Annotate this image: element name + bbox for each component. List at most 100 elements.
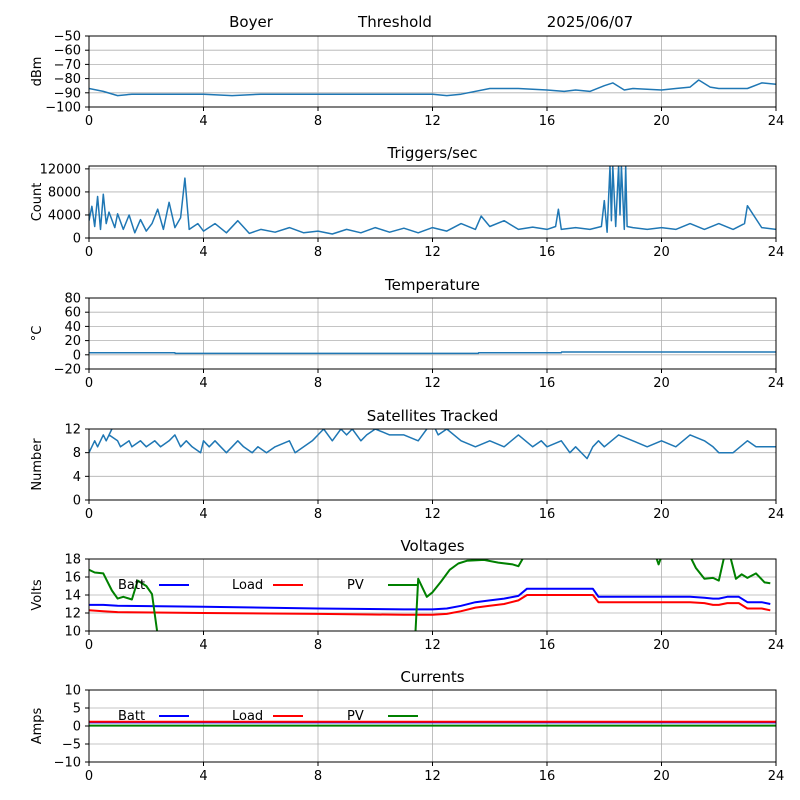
x-tick-label: 0	[85, 376, 93, 391]
series-line-batt	[89, 587, 771, 611]
legend-label-batt: Batt	[118, 709, 145, 724]
y-tick-label: 0	[73, 232, 81, 247]
x-tick-label: 20	[653, 376, 670, 391]
header-mode: Threshold	[357, 13, 432, 31]
series-group	[89, 79, 776, 97]
y-tick-label: 4000	[48, 208, 81, 223]
x-tick-label: 4	[199, 769, 207, 784]
chart-panel-triggers: 0 4 8 12 16 20 24 0 4000 8000 12000 Triggers/sec Cou…	[30, 144, 784, 260]
legend-label-pv: PV	[347, 709, 364, 724]
chart-panel-dbm: 0 4 8 12 16 20 24 −100−90−80−70−60−50 dBm	[30, 30, 784, 130]
x-tick-label: 24	[768, 769, 785, 784]
y-tick-label: 18	[64, 553, 81, 568]
y-tick-label: 0	[73, 494, 81, 509]
header-station: Boyer	[229, 13, 274, 31]
series-group	[89, 166, 776, 235]
y-tick-label: 40	[64, 320, 81, 335]
legend-label-pv: PV	[347, 578, 364, 593]
y-axis-label: Number	[30, 438, 45, 491]
chart-panel-satellites: 0 4 8 12 16 20 24 0 4 8 12 Satellites Tracked Number	[30, 407, 784, 522]
x-tick-label: 20	[653, 245, 670, 260]
x-tick-label: 0	[85, 507, 93, 522]
series-group	[89, 429, 776, 460]
x-tick-label: 16	[539, 507, 556, 522]
y-tick-label: 8	[73, 446, 81, 461]
y-axis-label: Volts	[30, 579, 45, 611]
x-tick-label: 8	[314, 638, 322, 653]
legend-label-batt: Batt	[118, 578, 145, 593]
x-tick-label: 4	[199, 376, 207, 391]
series-line	[89, 79, 776, 97]
x-tick-label: 0	[85, 245, 93, 260]
series-line-pv	[89, 559, 771, 631]
x-tick-label: 12	[424, 114, 441, 129]
y-axis-label: Count	[30, 183, 45, 222]
y-tick-label: 14	[64, 589, 81, 604]
y-tick-label: −50	[54, 30, 81, 45]
x-tick-label: 20	[653, 114, 670, 129]
x-tick-label: 24	[768, 245, 785, 260]
y-axis-label: dBm	[30, 57, 45, 87]
y-tick-label: 0	[73, 720, 81, 735]
x-tick-label: 8	[314, 245, 322, 260]
y-tick-label: −5	[62, 738, 81, 753]
chart-title: Temperature	[384, 276, 480, 294]
y-tick-label: 10	[64, 684, 81, 699]
legend-label-load: Load	[232, 709, 263, 724]
y-axis-label: Amps	[30, 707, 45, 744]
x-tick-label: 24	[768, 507, 785, 522]
x-tick-label: 12	[424, 376, 441, 391]
legend-label-load: Load	[232, 578, 263, 593]
x-tick-label: 4	[199, 507, 207, 522]
chart-title: Triggers/sec	[387, 144, 478, 162]
y-tick-label: 16	[64, 571, 81, 586]
x-tick-label: 4	[199, 114, 207, 129]
y-tick-label: 80	[64, 292, 81, 307]
y-tick-label: −10	[54, 756, 81, 771]
y-tick-label: 4	[73, 470, 81, 485]
x-tick-label: 12	[424, 507, 441, 522]
y-tick-label: 12	[64, 423, 81, 438]
y-tick-label: −70	[54, 58, 81, 73]
x-tick-label: 16	[539, 114, 556, 129]
y-tick-label: 10	[64, 625, 81, 640]
y-tick-label: 12000	[40, 162, 81, 177]
y-tick-label: 8000	[48, 185, 81, 200]
x-tick-label: 12	[424, 245, 441, 260]
series-group	[89, 351, 776, 355]
chart-title: Satellites Tracked	[367, 407, 498, 425]
series-group	[89, 559, 771, 631]
x-tick-label: 0	[85, 114, 93, 129]
series-group	[89, 720, 776, 727]
x-tick-label: 16	[539, 376, 556, 391]
x-tick-label: 16	[539, 769, 556, 784]
chart-panel-currents: 0 4 8 12 16 20 24 −10 −5 0 5 10 Currents Amps Batt Load…	[30, 668, 784, 784]
x-tick-label: 20	[653, 638, 670, 653]
x-tick-label: 24	[768, 114, 785, 129]
x-tick-label: 4	[199, 638, 207, 653]
x-tick-label: 8	[314, 376, 322, 391]
x-tick-label: 24	[768, 638, 785, 653]
series-line-load	[89, 594, 771, 616]
x-tick-label: 24	[768, 376, 785, 391]
y-tick-label: −100	[45, 101, 81, 116]
x-tick-label: 20	[653, 769, 670, 784]
header-date: 2025/06/07	[547, 13, 633, 31]
x-tick-label: 8	[314, 507, 322, 522]
y-tick-label: 12	[64, 607, 81, 622]
x-tick-label: 8	[314, 114, 322, 129]
series-line	[89, 429, 776, 460]
y-tick-label: −60	[54, 44, 81, 59]
x-tick-label: 0	[85, 638, 93, 653]
y-tick-label: 0	[73, 348, 81, 363]
x-tick-label: 0	[85, 769, 93, 784]
y-tick-label: 20	[64, 334, 81, 349]
x-tick-label: 4	[199, 245, 207, 260]
x-tick-label: 8	[314, 769, 322, 784]
chart-panel-voltages: 0 4 8 12 16 20 24 10 12 14 16 18 Voltages Volts Batt Lo…	[30, 537, 784, 653]
x-tick-label: 16	[539, 638, 556, 653]
y-tick-label: 60	[64, 306, 81, 321]
series-line	[89, 351, 776, 355]
series-line	[89, 166, 776, 235]
